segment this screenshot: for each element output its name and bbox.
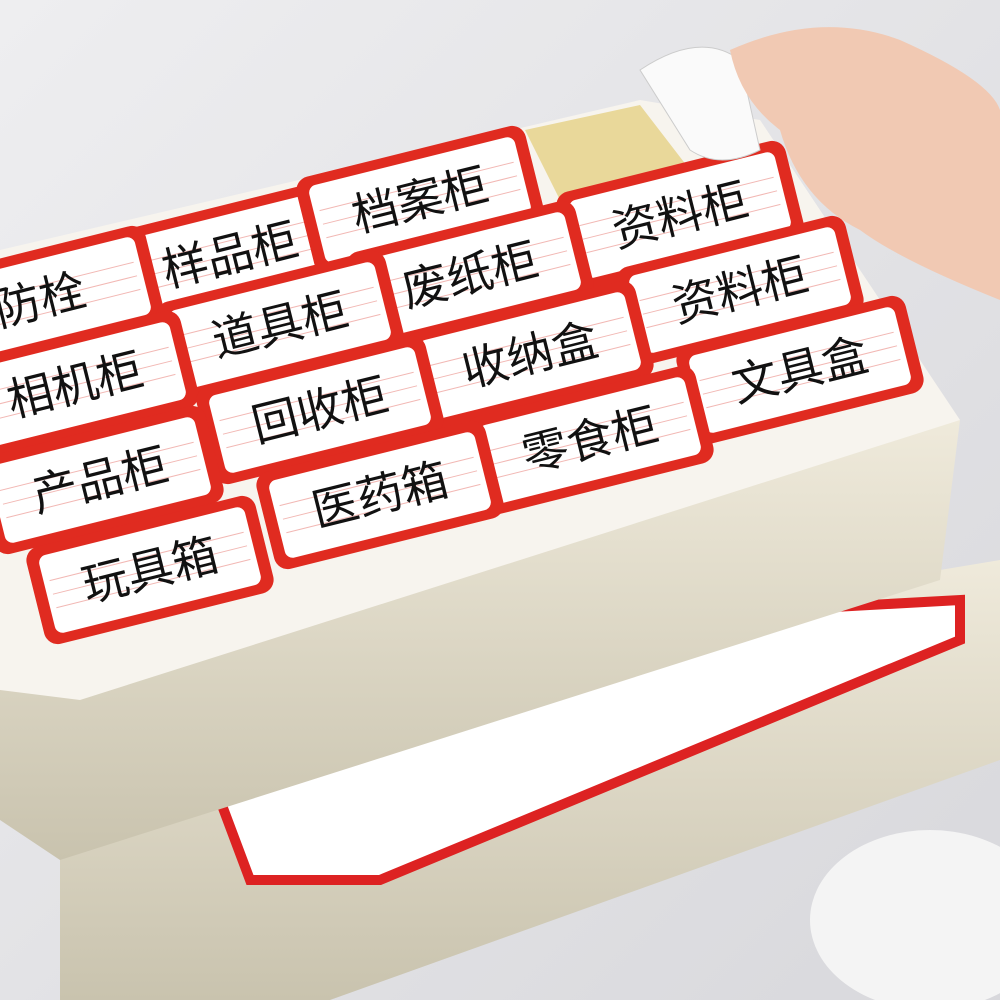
label-rule bbox=[496, 428, 691, 479]
label-rule bbox=[49, 531, 244, 582]
label-rule bbox=[582, 190, 778, 240]
label-sticker: 道具柜 bbox=[156, 250, 404, 400]
label-rule bbox=[2, 455, 198, 505]
label-rule bbox=[279, 456, 474, 507]
label-sticker: 医药箱 bbox=[256, 420, 504, 570]
label-rule bbox=[699, 331, 894, 382]
label-sticker: 相机柜 bbox=[0, 310, 199, 460]
label-sticker: 资料柜 bbox=[556, 140, 804, 290]
label-rule bbox=[0, 275, 138, 325]
label-rule bbox=[326, 188, 521, 239]
label-rule bbox=[282, 470, 478, 520]
label-rule bbox=[6, 468, 201, 519]
label-rule bbox=[646, 278, 841, 329]
label-rule bbox=[222, 385, 418, 435]
label-rule bbox=[702, 345, 898, 395]
label-rule bbox=[0, 373, 176, 424]
label-rule bbox=[492, 415, 688, 465]
label-sticker: 收纳盒 bbox=[406, 280, 654, 430]
label-rule bbox=[129, 216, 324, 267]
label-rule bbox=[286, 483, 481, 534]
label-sticker: 废纸柜 bbox=[346, 200, 594, 350]
label-rule bbox=[432, 330, 628, 380]
label-sticker: 产品柜 bbox=[0, 405, 224, 555]
label-rule bbox=[369, 236, 564, 287]
label-rule bbox=[219, 371, 414, 422]
label-rule bbox=[186, 313, 381, 364]
label-rule bbox=[179, 286, 374, 337]
label-rule bbox=[0, 441, 194, 492]
label-rule bbox=[226, 398, 421, 449]
label-rule bbox=[56, 558, 251, 609]
label-rule bbox=[639, 251, 834, 302]
label-rule bbox=[642, 265, 838, 315]
label-rule bbox=[319, 161, 514, 212]
label-rule bbox=[182, 300, 378, 350]
roll bbox=[810, 830, 1000, 1000]
label-rule bbox=[0, 360, 173, 410]
label-rule bbox=[489, 401, 684, 452]
label-rule bbox=[706, 358, 901, 409]
label-sticker: 零食柜 bbox=[466, 365, 714, 515]
label-rule bbox=[132, 230, 328, 280]
label-rule bbox=[0, 346, 169, 397]
label-rule bbox=[436, 343, 631, 394]
label-sticker: 防栓 bbox=[0, 225, 164, 375]
label-rule bbox=[429, 316, 624, 367]
label-sticker: 资料柜 bbox=[616, 215, 864, 365]
label-sticker: 文具盒 bbox=[676, 295, 924, 445]
label-rule bbox=[136, 243, 331, 294]
label-rule bbox=[0, 288, 141, 339]
hand bbox=[730, 27, 1000, 301]
label-rule bbox=[52, 545, 248, 595]
label-rule bbox=[372, 250, 568, 300]
label-rule bbox=[586, 203, 781, 254]
label-rule bbox=[0, 261, 134, 312]
label-sticker: 玩具箱 bbox=[26, 495, 274, 645]
label-rule bbox=[579, 176, 774, 227]
label-sticker: 回收柜 bbox=[196, 335, 444, 485]
label-rule bbox=[322, 175, 518, 225]
label-rule bbox=[376, 263, 571, 314]
